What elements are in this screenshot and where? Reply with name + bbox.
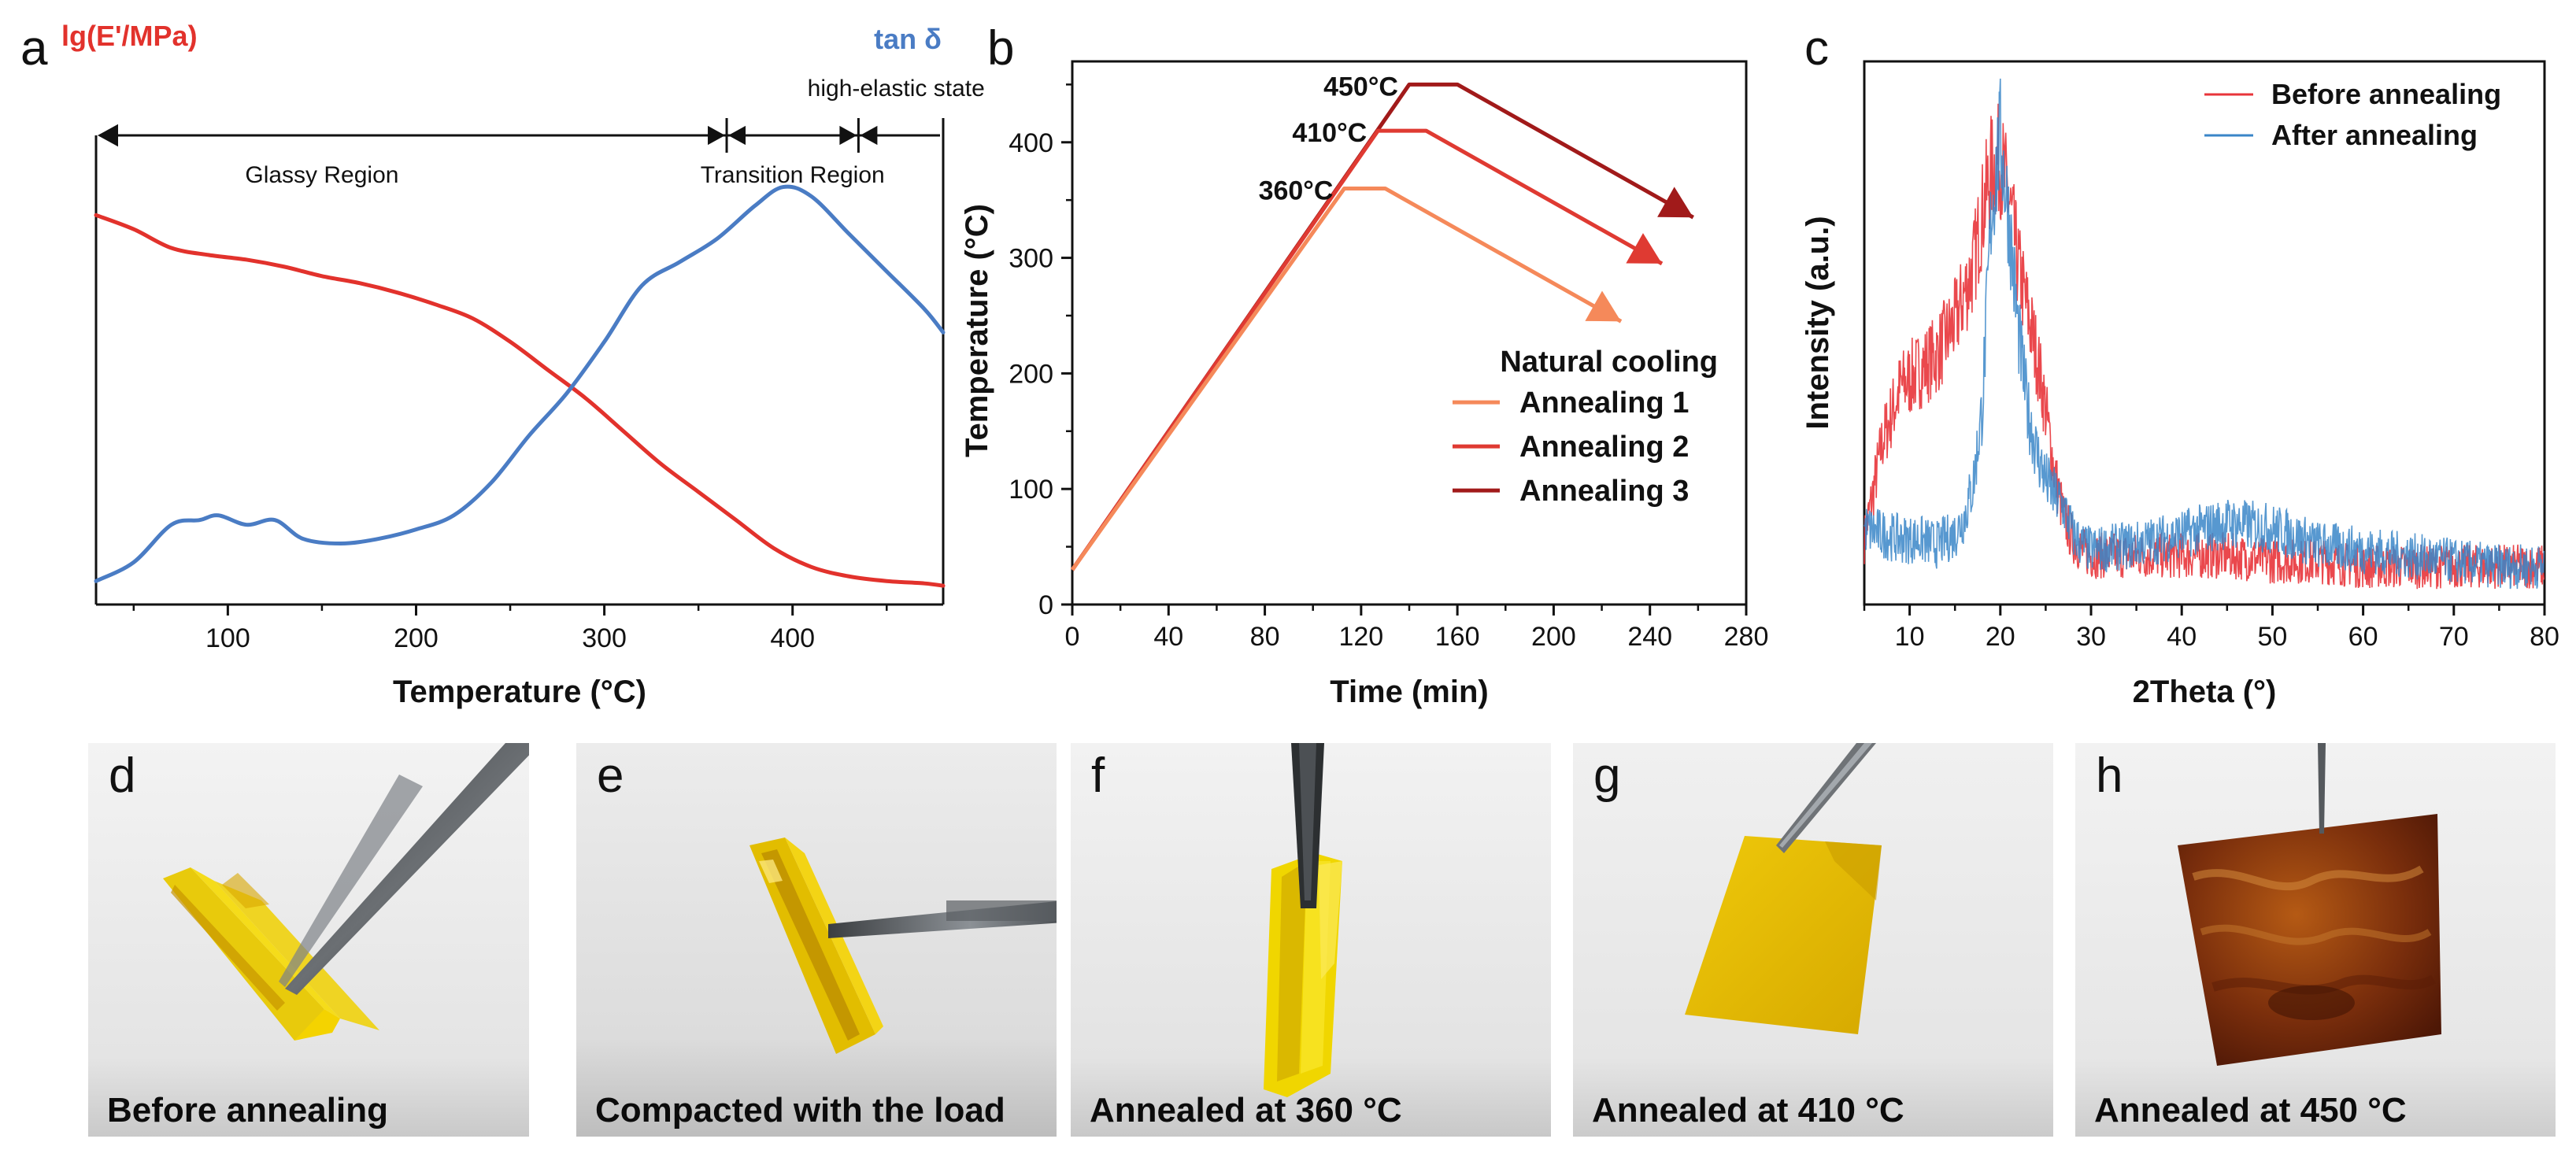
y-axis-label-right-a: tan δ	[874, 23, 942, 55]
region-label-transition: Transition Region	[701, 162, 885, 188]
x-tick-label-c: 60	[2348, 622, 2378, 652]
film-photo-g	[1573, 743, 2053, 1137]
legend-label-c: Before annealing	[2271, 78, 2501, 110]
y-tick-label-b: 400	[1009, 128, 1053, 158]
x-axis-label-b: Time (min)	[1330, 675, 1489, 709]
annealing-profile-2	[1070, 128, 1664, 571]
x-tick-label-c: 10	[1895, 622, 1925, 652]
photo-panel-h: h Annealed at 450 °C	[2075, 743, 2556, 1137]
photo-caption-g: Annealed at 410 °C	[1592, 1091, 1904, 1130]
cooling-arrowhead-2	[1626, 233, 1662, 264]
region-arrow-left	[98, 124, 118, 147]
xrd-after-annealing	[1864, 78, 2545, 590]
peak-label-2: 410°C	[1292, 118, 1367, 148]
panel-letter-e: e	[597, 749, 624, 803]
region-label-glassy: Glassy Region	[245, 162, 398, 188]
legend-label-b: Annealing 3	[1519, 475, 1689, 508]
y-axis-label-b: Temperature (°C)	[960, 204, 994, 457]
y-tick-label-b: 300	[1009, 244, 1053, 274]
legend-label-c: After annealing	[2271, 119, 2478, 151]
x-tick-label-a: 200	[394, 623, 439, 653]
y-tick-label-b: 200	[1009, 359, 1053, 389]
x-tick-label-b: 240	[1627, 622, 1672, 652]
x-tick-label-b: 40	[1153, 622, 1183, 652]
peak-label-1: 360°C	[1259, 176, 1334, 205]
x-tick-label-c: 50	[2257, 622, 2287, 652]
y-axis-label-left-a: lg(E'/MPa)	[61, 20, 198, 52]
panel-letter-a: a	[20, 21, 48, 76]
x-tick-label-b: 280	[1724, 622, 1769, 652]
region-arrow-left	[728, 125, 746, 146]
film-photo-h	[2075, 743, 2556, 1137]
plot-frame-b	[1071, 60, 1748, 606]
panel-letter-g: g	[1593, 749, 1621, 803]
y-tick-label-b: 0	[1038, 590, 1053, 620]
legend-label-b: Annealing 2	[1519, 431, 1689, 464]
y-tick-label-b: 100	[1009, 475, 1053, 505]
region-arrow-right	[708, 125, 726, 146]
x-tick-label-a: 100	[205, 623, 250, 653]
x-tick-label-b: 160	[1435, 622, 1480, 652]
panel-letter-h: h	[2096, 749, 2123, 803]
photo-caption-f: Annealed at 360 °C	[1090, 1091, 1402, 1130]
x-tick-label-c: 70	[2439, 622, 2469, 652]
xrd-before-annealing	[1864, 103, 2545, 590]
x-tick-label-c: 80	[2530, 622, 2559, 652]
panel-letter-c: c	[1804, 21, 1829, 76]
photo-caption-e: Compacted with the load	[595, 1091, 1005, 1130]
tan-delta-curve	[94, 184, 946, 583]
y-axis-label-c: Intensity (a.u.)	[1801, 216, 1835, 429]
x-tick-label-c: 40	[2167, 622, 2197, 652]
x-axis-label-a: Temperature (°C)	[393, 675, 646, 709]
natural-cooling-label: Natural cooling	[1500, 346, 1718, 379]
photo-panel-f: f Annealed at 360 °C	[1071, 743, 1551, 1137]
x-axis-label-c: 2Theta (°)	[2133, 675, 2277, 709]
x-tick-label-b: 0	[1065, 622, 1080, 652]
legend-label-b: Annealing 1	[1519, 386, 1689, 420]
photo-panel-e: e Compacted with the load	[576, 743, 1057, 1137]
panel-letter-d: d	[109, 749, 136, 803]
x-tick-label-b: 120	[1338, 622, 1383, 652]
region-arrow-right	[839, 125, 857, 146]
annealing-profile-1	[1070, 186, 1623, 571]
photo-caption-h: Annealed at 450 °C	[2094, 1091, 2407, 1130]
film-photo-d	[88, 743, 529, 1137]
film-photo-f	[1071, 743, 1551, 1137]
x-tick-label-b: 200	[1531, 622, 1576, 652]
peak-label-3: 450°C	[1323, 72, 1398, 102]
panel-letter-f: f	[1091, 749, 1105, 803]
photo-caption-d: Before annealing	[107, 1091, 388, 1130]
x-tick-label-c: 20	[1986, 622, 2015, 652]
plot-frame-c	[1863, 60, 2546, 606]
photo-panel-d: d Before annealing	[88, 743, 529, 1137]
x-tick-label-b: 80	[1250, 622, 1280, 652]
cooling-arrowhead-3	[1657, 187, 1693, 218]
panel-letter-b: b	[987, 21, 1014, 76]
cooling-arrowhead-1	[1585, 290, 1622, 322]
photo-panel-g: g Annealed at 410 °C	[1573, 743, 2053, 1137]
film-photo-e	[576, 743, 1057, 1137]
region-label-high-elastic: high-elastic state	[808, 76, 985, 102]
x-tick-label-a: 400	[770, 623, 815, 653]
modulus-curve	[94, 213, 946, 588]
x-tick-label-a: 300	[582, 623, 627, 653]
x-tick-label-c: 30	[2076, 622, 2106, 652]
region-arrow-left	[860, 125, 878, 146]
